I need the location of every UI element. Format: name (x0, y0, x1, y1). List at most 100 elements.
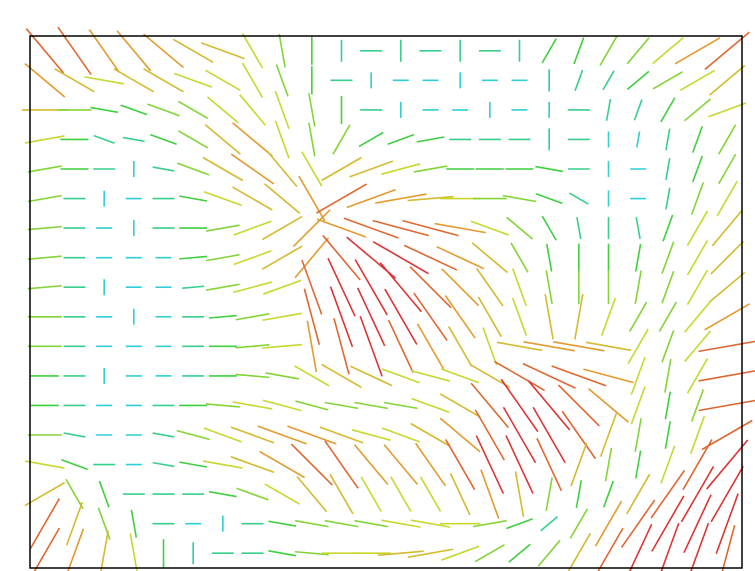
vector-segment (511, 297, 528, 336)
vector-segment (262, 343, 303, 349)
vector-segment (475, 267, 504, 307)
vector-segment (410, 422, 451, 448)
vector-segment (493, 360, 546, 392)
vector-segment (439, 393, 481, 418)
vector-segment (410, 369, 451, 382)
vector-segment (232, 401, 273, 410)
vector-segment (665, 158, 671, 180)
vector-segment (628, 301, 648, 332)
vector-segment (381, 368, 420, 384)
vector-segment (354, 401, 389, 410)
vector-segment (414, 442, 447, 487)
vector-segment (356, 287, 386, 347)
vector-segment (569, 508, 589, 539)
vector-segment (372, 240, 429, 275)
vector-segment (27, 284, 62, 290)
vector-segment (176, 162, 210, 176)
vector-segment (660, 445, 676, 484)
vector-segment (471, 242, 508, 274)
vector-segment (477, 296, 503, 338)
vector-segment (444, 295, 476, 339)
vector-segment (686, 358, 709, 394)
vector-segment (321, 363, 362, 389)
vector-segment (588, 388, 629, 423)
vector-segment (100, 530, 109, 571)
vector-segment (434, 222, 486, 234)
vector-segment (594, 500, 623, 547)
vector-segment (441, 545, 480, 561)
vector-segment (29, 498, 61, 550)
vector-segment (63, 432, 86, 438)
vector-segment (343, 217, 399, 239)
vector-segment (686, 210, 709, 246)
vector-segment (407, 195, 454, 202)
vector-segment (233, 220, 272, 236)
vector-segment (711, 209, 743, 247)
plot-frame (29, 35, 743, 569)
vector-segment (568, 192, 589, 205)
vector-segment (570, 442, 588, 487)
vector-segment (626, 37, 650, 65)
vector-segment (505, 216, 534, 240)
vector-segment (274, 120, 290, 159)
vector-segment (98, 480, 110, 508)
vector-segment (294, 519, 329, 528)
vector-segment (709, 64, 746, 96)
vector-field (21, 26, 755, 571)
vector-segment (698, 399, 755, 412)
vector-segment (152, 461, 175, 468)
vector-segment (294, 237, 330, 279)
vector-segment (535, 165, 564, 173)
vector-segment (661, 330, 675, 363)
vector-segment (413, 165, 448, 173)
vector-segment (182, 285, 205, 289)
vector-segment (545, 477, 553, 511)
vector-segment (691, 155, 704, 183)
vector-segment (449, 472, 471, 516)
vector-segment (205, 69, 241, 92)
vector-segment (359, 315, 383, 377)
vector-segment (682, 439, 713, 491)
vector-segment (372, 219, 430, 237)
vector-segment (263, 279, 302, 295)
vector-segment (265, 372, 300, 380)
vector-segment (384, 288, 418, 345)
vector-segment (541, 38, 557, 64)
vector-segment (575, 480, 583, 509)
vector-segment (416, 136, 445, 143)
vector-segment (600, 297, 617, 336)
vector-segment (360, 476, 382, 512)
vector-segment (686, 269, 709, 305)
vector-segment (602, 70, 615, 91)
vector-segment (470, 382, 510, 429)
vector-segment (574, 293, 584, 340)
vector-segment (721, 525, 736, 571)
vector-segment (508, 543, 531, 563)
vector-segment (65, 478, 84, 510)
vector-segment (172, 38, 214, 63)
vector-segment (287, 425, 337, 445)
vector-segment (480, 469, 500, 519)
vector-segment (203, 427, 242, 443)
vector-segment (206, 96, 239, 124)
vector-segment (511, 268, 528, 307)
vector-segment (716, 180, 738, 217)
vector-segment (652, 71, 683, 90)
vector-segment (684, 330, 711, 363)
vector-segment (545, 270, 553, 305)
vector-segment (407, 548, 454, 559)
vector-segment (475, 435, 505, 494)
vector-segment (674, 37, 721, 65)
vector-segment (33, 527, 61, 571)
vector-segment (292, 209, 331, 248)
vector-segment (469, 363, 511, 389)
vector-segment (597, 527, 624, 571)
vector-segment (717, 153, 737, 185)
vector-segment (120, 104, 148, 116)
vector-segment (349, 160, 394, 178)
vector-segment (474, 544, 505, 563)
vector-segment (472, 519, 507, 528)
vector-segment (24, 481, 66, 507)
vector-segment (351, 429, 391, 441)
